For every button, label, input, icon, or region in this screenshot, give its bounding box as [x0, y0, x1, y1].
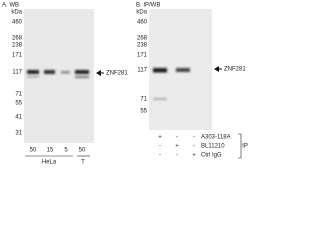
sign: -	[193, 144, 195, 150]
marker-label: 55	[140, 109, 147, 115]
unit-label: kDa	[136, 10, 147, 16]
marker-label: 171	[12, 53, 23, 59]
marker-label: 460	[12, 20, 23, 26]
lane-label: 50	[30, 148, 37, 154]
sign: -	[159, 144, 161, 150]
marker-label: 117	[12, 70, 22, 76]
marker-label: 41	[15, 115, 22, 121]
unit-label: kDa	[11, 10, 22, 16]
bands-a	[27, 70, 89, 78]
arrow-a	[96, 70, 101, 76]
ip-bracket	[238, 133, 242, 159]
bands-b	[153, 68, 190, 100]
target-label: ZNF281	[106, 71, 128, 77]
marker-label: 238	[12, 43, 23, 49]
row-label: BL11210	[201, 144, 225, 150]
lane-label: 5	[64, 148, 68, 154]
marker-label: 171	[137, 53, 148, 59]
marker-label: 71	[140, 97, 147, 103]
marker-label: 268	[137, 36, 148, 42]
marker-label: 31	[15, 131, 22, 137]
panel-title: B. IP/WB	[136, 3, 160, 9]
row-label: A303-118A	[201, 135, 231, 141]
marker-label: 55	[15, 101, 22, 107]
arrow-b	[214, 66, 219, 72]
group-label: T	[81, 160, 85, 166]
sign: -	[159, 153, 161, 159]
sign: -	[176, 135, 178, 141]
sign: -	[193, 135, 195, 141]
row-label: Ctrl IgG	[201, 153, 222, 159]
marker-label: 117	[137, 68, 147, 74]
group-label: IP	[242, 144, 248, 150]
marker-label: 71	[15, 92, 22, 98]
marker-label: 238	[137, 43, 148, 49]
lane-label: 15	[47, 148, 54, 154]
panel-title: A. WB	[2, 3, 19, 9]
target-label: ZNF281	[224, 67, 246, 73]
group-label: HeLa	[42, 160, 57, 166]
marker-label: 460	[137, 20, 148, 26]
sign: +	[192, 153, 196, 159]
sign: +	[175, 144, 179, 150]
lane-label: 50	[79, 148, 86, 154]
marker-label: 268	[12, 36, 23, 42]
sign: -	[176, 153, 178, 159]
sign: +	[158, 135, 162, 141]
